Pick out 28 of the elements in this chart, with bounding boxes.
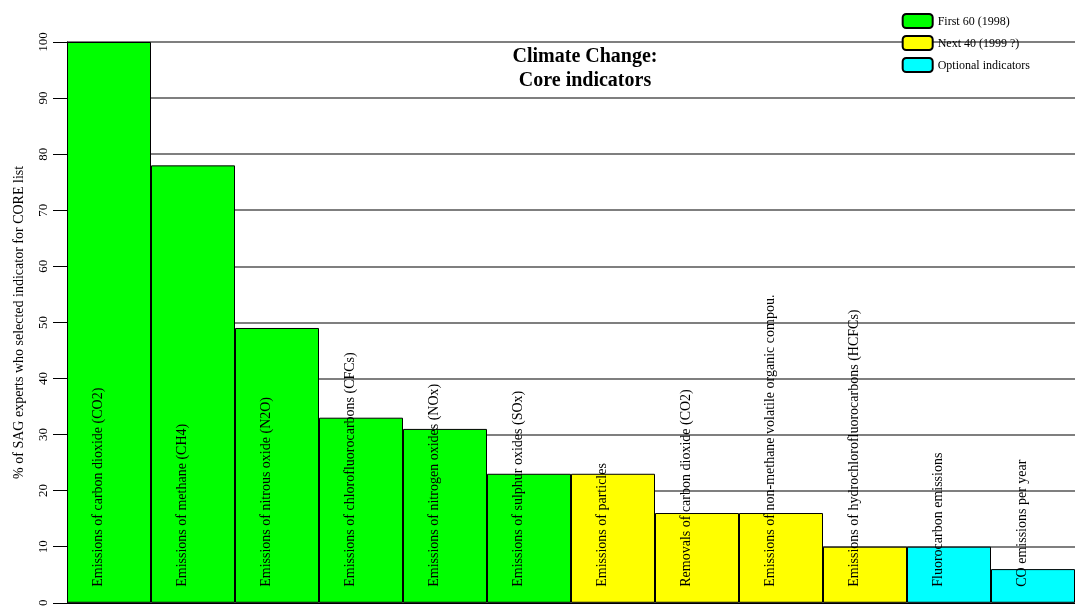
y-tick-label: 30	[35, 428, 50, 442]
y-axis-title: % of SAG experts who selected indicator for CORE list	[10, 165, 26, 479]
legend-label: Next 40 (1999 ?)	[937, 36, 1020, 50]
x-tick-label: Emissions of chlorofluorocarbons (CFCs)	[341, 351, 358, 587]
x-tick-label: Emissions of carbon dioxide (CO2)	[89, 387, 106, 587]
legend-label: Optional indicators	[937, 58, 1031, 72]
y-tick-label: 60	[35, 259, 50, 273]
x-tick-label: Emissions of particles	[593, 463, 609, 587]
y-tick-label: 10	[35, 540, 50, 554]
y-tick-label: 80	[35, 147, 50, 161]
y-tick-label: 0	[35, 599, 50, 606]
x-tick-label: Removals of carbon dioxide (CO2)	[677, 388, 694, 587]
y-tick-label: 100	[35, 32, 50, 52]
y-tick-label: 90	[35, 91, 50, 105]
legend-label: First 60 (1998)	[937, 14, 1010, 28]
x-tick-label: Emissions of hydrochlorofluorocarbons (HCFCs)	[845, 309, 862, 587]
y-tick-label: 20	[35, 484, 50, 498]
y-tick-label: 50	[35, 315, 50, 329]
x-tick-label: Emissions of sulphur oxides (SOx)	[509, 390, 526, 587]
x-tick-label: Emissions of methane (CH4)	[173, 423, 190, 587]
x-tick-label: Emissions of nitrous oxide (N2O)	[257, 396, 274, 587]
text: Climate Change: Core indicators	[512, 44, 658, 90]
x-tick-label: CO emissions per year	[1013, 459, 1029, 587]
y-tick-label: 70	[35, 203, 50, 217]
y-tick-label: 40	[35, 371, 50, 385]
x-tick-label: Emissions of non-methane volatile organic compou.	[761, 294, 777, 587]
x-tick-label: Emissions of nitrogen oxides (NOx)	[425, 383, 442, 587]
x-tick-label: Fluorocarbon emissions	[929, 452, 945, 587]
